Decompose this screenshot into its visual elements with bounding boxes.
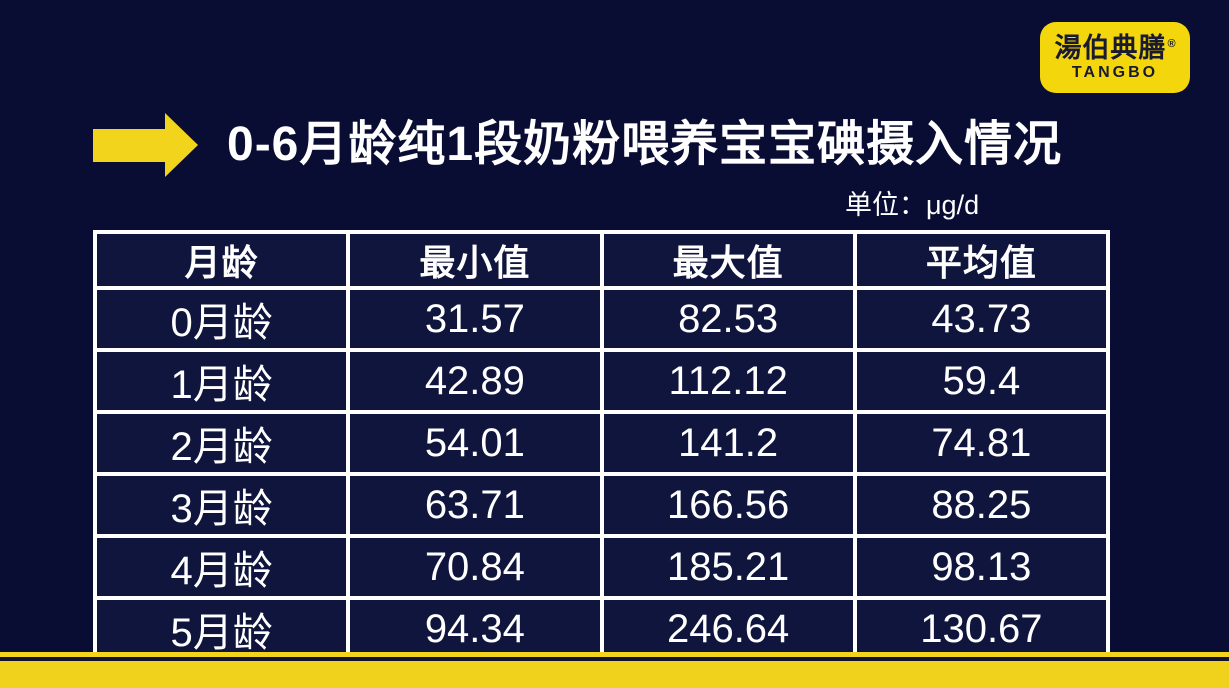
table-cell: 112.12 — [599, 348, 857, 414]
table-row: 4月龄 70.84 185.21 98.13 — [92, 534, 1111, 600]
table-cell: 43.73 — [852, 286, 1111, 352]
table-cell: 70.84 — [346, 534, 604, 600]
table-cell: 42.89 — [346, 348, 604, 414]
page-title: 0-6月龄纯1段奶粉喂养宝宝碘摄入情况 — [227, 118, 1063, 171]
table-cell: 88.25 — [852, 472, 1111, 538]
table-cell: 141.2 — [599, 410, 857, 476]
brand-name-cn-text: 湯伯典膳 — [1054, 32, 1167, 63]
bottom-dark-divider — [0, 657, 1229, 661]
table-cell: 82.53 — [599, 286, 857, 352]
table-row: 2月龄 54.01 141.2 74.81 — [92, 410, 1111, 476]
table-row: 1月龄 42.89 112.12 59.4 — [92, 348, 1111, 414]
arrow-head — [165, 113, 198, 177]
table-header-row: 月龄 最小值 最大值 平均值 — [92, 230, 1111, 290]
table-cell: 5月龄 — [92, 596, 351, 662]
table-cell: 185.21 — [599, 534, 857, 600]
column-header-max: 最大值 — [599, 230, 857, 290]
column-header-month-age: 月龄 — [92, 230, 351, 290]
brand-name-en: TANGBO — [1071, 63, 1159, 81]
table-row: 3月龄 63.71 166.56 88.25 — [92, 472, 1111, 538]
unit-label: 单位：μg/d — [845, 190, 980, 220]
table-cell: 31.57 — [346, 286, 604, 352]
table-cell: 246.64 — [599, 596, 857, 662]
arrow-tail — [93, 129, 166, 162]
iodine-intake-table: 月龄 最小值 最大值 平均值 0月龄 31.57 82.53 43.73 1月龄… — [92, 230, 1111, 662]
bottom-yellow-bar — [0, 661, 1229, 688]
table-cell: 0月龄 — [92, 286, 351, 352]
table-cell: 63.71 — [346, 472, 604, 538]
table-cell: 74.81 — [852, 410, 1111, 476]
table-cell: 3月龄 — [92, 472, 351, 538]
table-cell: 54.01 — [346, 410, 604, 476]
table-cell: 98.13 — [852, 534, 1111, 600]
table-row: 5月龄 94.34 246.64 130.67 — [92, 596, 1111, 662]
bottom-thin-yellow-line — [0, 652, 1229, 657]
table-cell: 130.67 — [852, 596, 1111, 662]
table-cell: 2月龄 — [92, 410, 351, 476]
table-cell: 166.56 — [599, 472, 857, 538]
registered-trademark-icon: ® — [1167, 37, 1177, 50]
right-arrow-icon — [93, 113, 198, 177]
table-cell: 1月龄 — [92, 348, 351, 414]
table-cell: 4月龄 — [92, 534, 351, 600]
brand-logo: 湯伯典膳® TANGBO — [1040, 22, 1190, 93]
column-header-min: 最小值 — [346, 230, 604, 290]
table-cell: 59.4 — [852, 348, 1111, 414]
brand-name-cn: 湯伯典膳® — [1054, 32, 1177, 63]
column-header-avg: 平均值 — [852, 230, 1111, 290]
table-row: 0月龄 31.57 82.53 43.73 — [92, 286, 1111, 352]
table-cell: 94.34 — [346, 596, 604, 662]
